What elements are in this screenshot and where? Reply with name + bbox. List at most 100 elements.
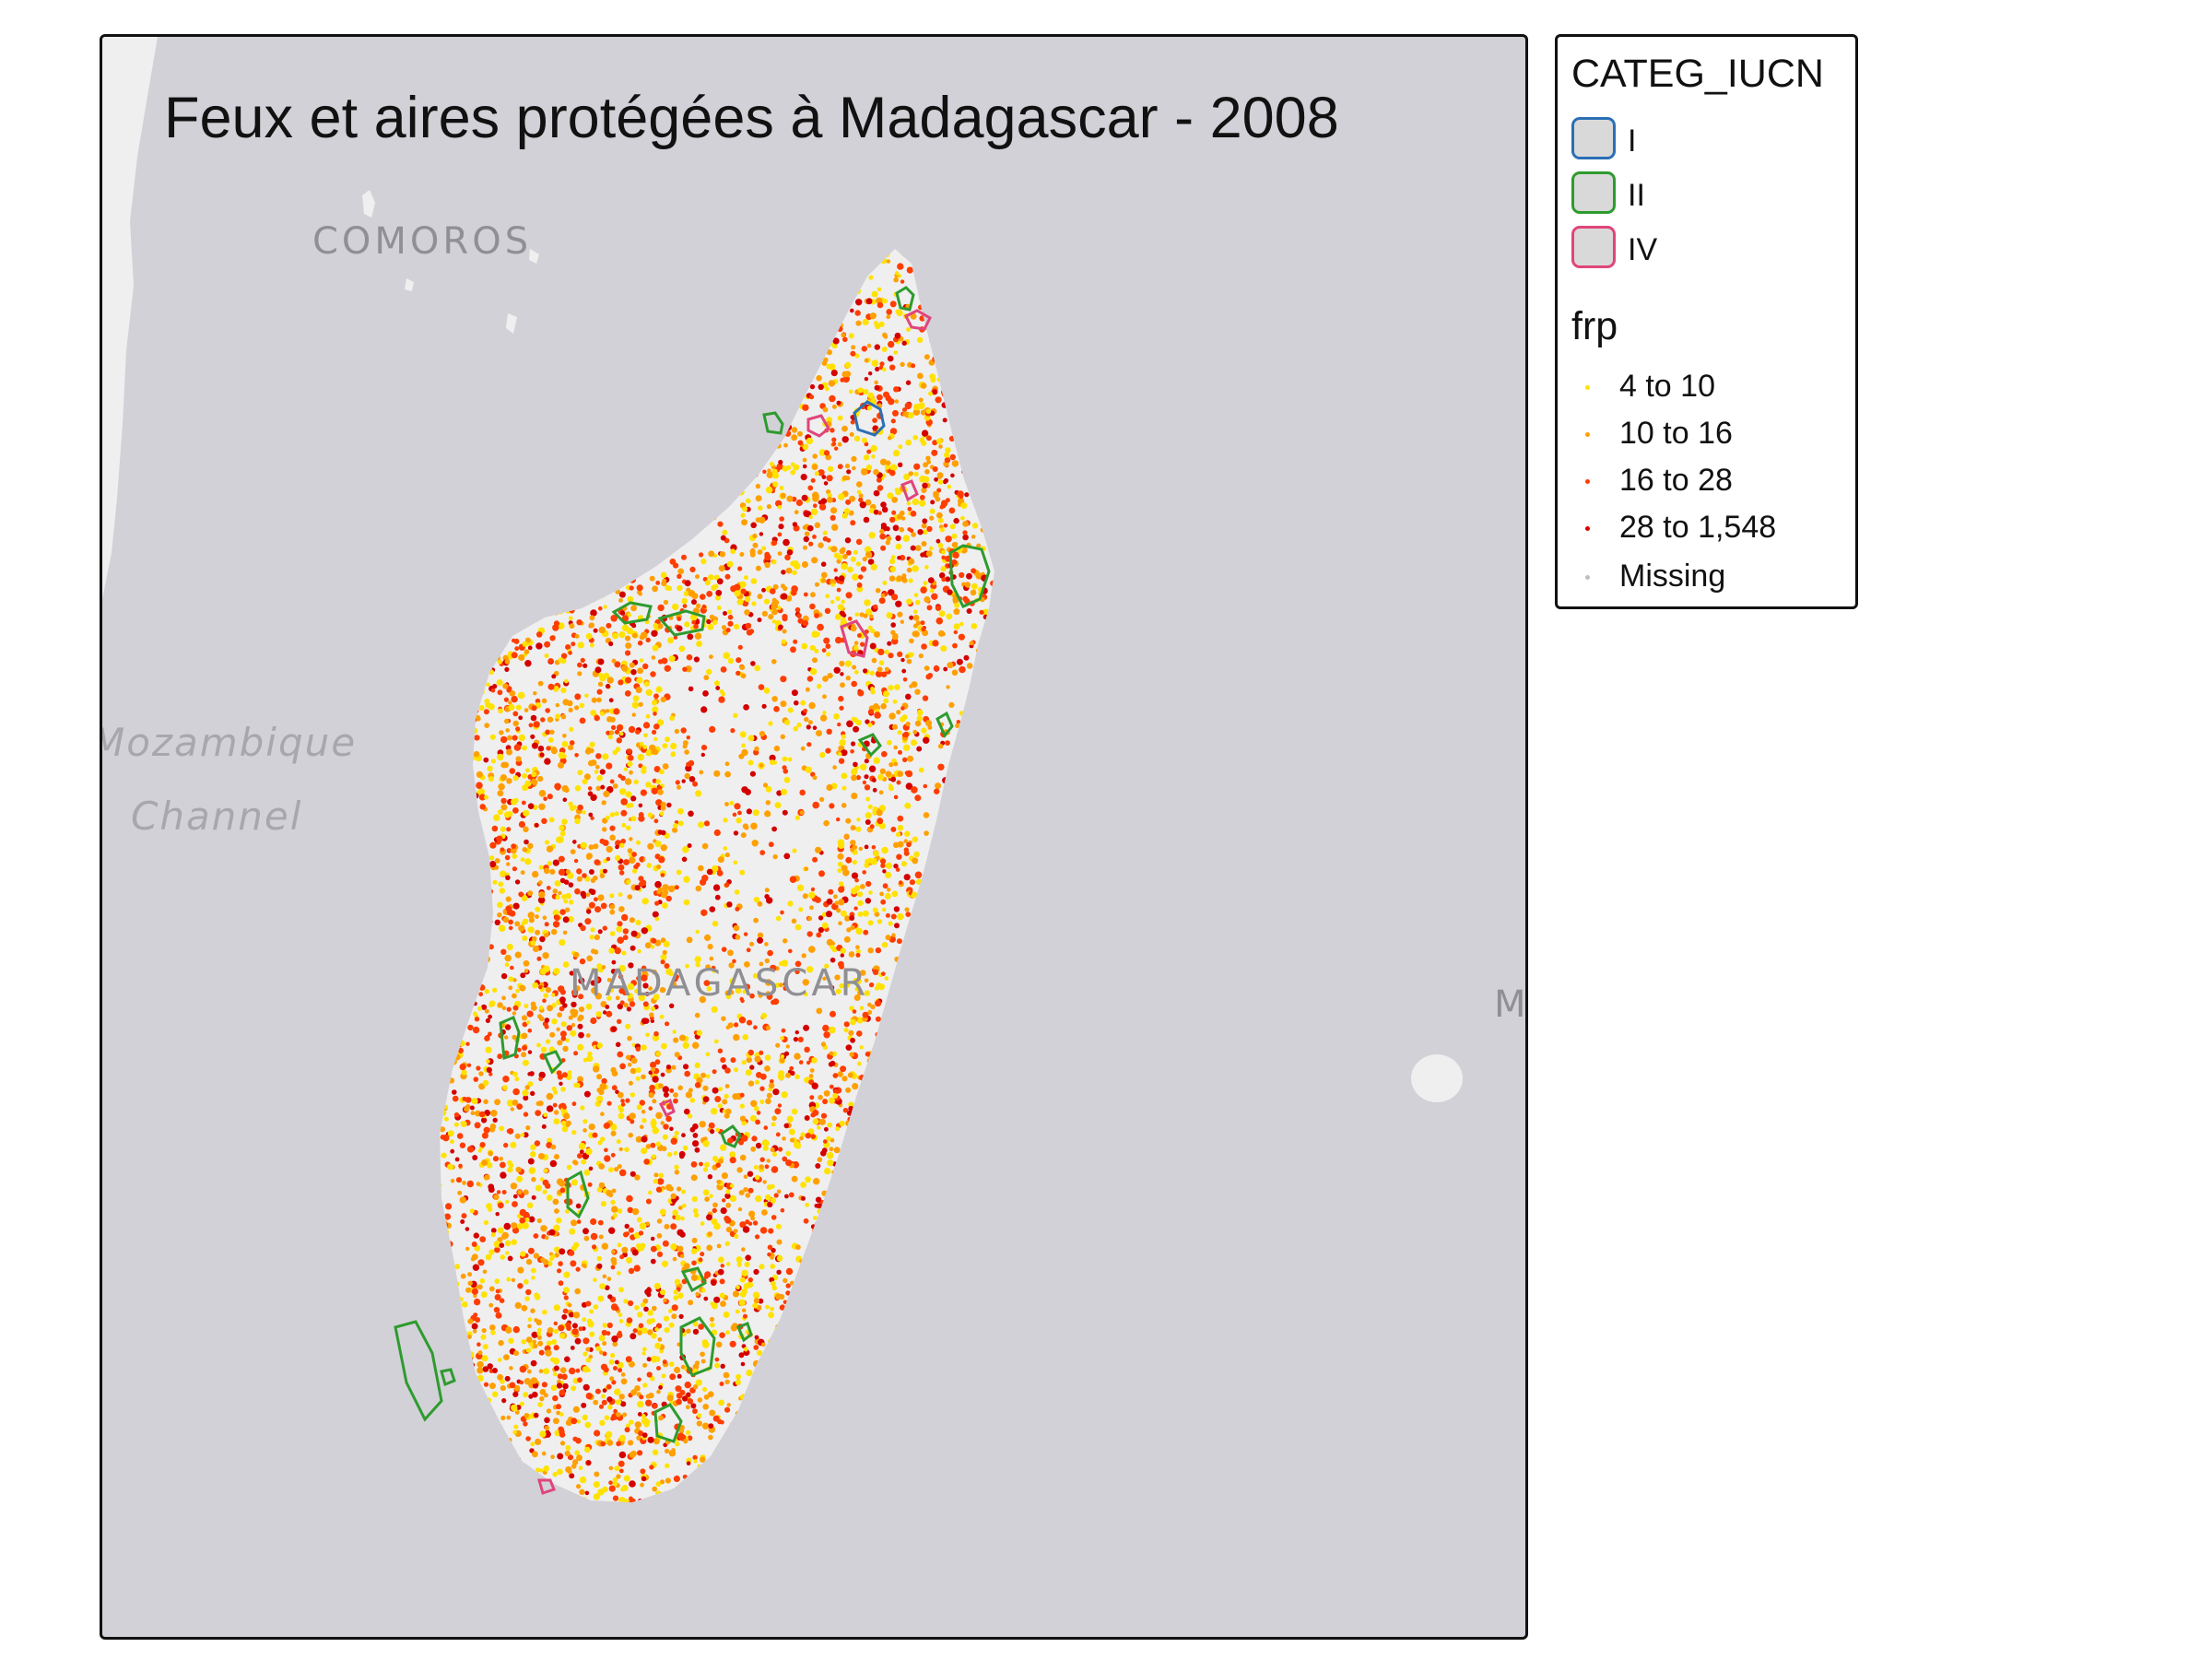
fire-point	[582, 810, 586, 815]
fire-point	[722, 1198, 726, 1203]
fire-point	[661, 1373, 666, 1379]
fire-point	[495, 396, 502, 404]
map-panel[interactable]: COMOROS Mozambique Channel MADAGASCAR M …	[100, 34, 1528, 1640]
fire-point	[800, 700, 806, 706]
fire-point	[745, 1479, 751, 1486]
fire-point	[820, 1150, 827, 1157]
fire-point	[899, 1229, 906, 1236]
fire-point	[822, 694, 827, 700]
fire-point	[778, 1453, 783, 1459]
fire-point	[484, 888, 489, 894]
fire-point	[542, 915, 547, 920]
fire-point	[971, 1001, 978, 1008]
fire-point	[889, 1291, 894, 1297]
fire-point	[841, 785, 847, 791]
fire-point	[778, 1147, 783, 1152]
fire-point	[618, 1460, 625, 1467]
fire-point	[855, 826, 862, 832]
fire-point	[431, 835, 438, 841]
fire-point	[979, 649, 985, 655]
fire-point	[782, 985, 789, 992]
fire-point	[433, 677, 439, 682]
fire-point	[687, 364, 693, 370]
fire-point	[672, 1209, 678, 1216]
fire-point	[761, 703, 767, 709]
fire-point	[1002, 609, 1008, 616]
fire-point	[991, 790, 994, 795]
fire-point	[639, 1394, 644, 1400]
fire-point	[860, 566, 867, 572]
fire-point	[990, 1056, 994, 1064]
fire-point	[487, 537, 494, 545]
fire-point	[445, 624, 453, 631]
fire-point	[773, 366, 782, 373]
fire-point	[660, 441, 668, 449]
fire-point	[500, 1487, 506, 1493]
fire-point	[632, 365, 639, 371]
fire-point	[768, 314, 774, 321]
fire-point	[676, 489, 683, 497]
fire-point	[857, 689, 865, 697]
fire-point	[877, 1352, 884, 1359]
fire-point	[725, 263, 734, 270]
fire-point	[447, 346, 454, 353]
fire-point	[837, 1071, 843, 1077]
fire-point	[559, 1389, 566, 1396]
fire-point	[790, 1294, 795, 1300]
fire-point	[716, 1179, 722, 1184]
fire-point	[445, 264, 451, 269]
fire-point	[581, 435, 588, 441]
fire-point	[530, 1151, 536, 1158]
fire-point	[971, 1400, 978, 1406]
fire-point	[595, 1011, 602, 1018]
fire-point	[738, 1139, 744, 1146]
fire-point	[776, 1189, 782, 1194]
fire-point	[787, 707, 794, 713]
fire-point	[898, 1057, 905, 1065]
fire-point	[687, 502, 692, 508]
fire-point	[467, 288, 474, 294]
fire-point	[453, 1112, 460, 1118]
fire-point	[636, 1217, 642, 1223]
fire-point	[944, 987, 949, 993]
fire-point	[538, 1369, 544, 1373]
map-canvas[interactable]: COMOROS Mozambique Channel MADAGASCAR M	[102, 37, 1525, 1637]
fire-point	[911, 1107, 917, 1113]
fire-point	[878, 660, 885, 665]
fire-point	[455, 406, 460, 410]
fire-point	[671, 1065, 677, 1070]
fire-point	[440, 750, 444, 756]
fire-point	[966, 425, 973, 432]
fire-point	[524, 858, 532, 865]
fire-point	[760, 1482, 766, 1488]
fire-point	[457, 578, 464, 583]
fire-point	[669, 397, 675, 404]
fire-point	[938, 610, 946, 618]
fire-point	[937, 1472, 945, 1479]
fire-point	[995, 624, 1002, 630]
fire-point	[858, 846, 863, 852]
fire-point	[629, 426, 636, 434]
fire-point	[670, 1495, 676, 1500]
fire-point	[689, 274, 696, 280]
fire-point	[482, 479, 488, 485]
fire-point	[908, 412, 914, 418]
fire-point	[566, 426, 572, 432]
fire-point	[445, 853, 453, 861]
fire-point	[597, 1219, 604, 1226]
fire-point	[635, 335, 643, 343]
fire-point	[539, 1389, 547, 1395]
fire-point	[701, 604, 707, 609]
fire-point	[968, 1260, 972, 1265]
fire-point	[849, 257, 855, 264]
fire-point	[880, 257, 888, 265]
fire-point	[602, 1010, 607, 1015]
fire-point	[865, 249, 871, 253]
fire-point	[776, 1419, 783, 1427]
fire-point	[591, 697, 597, 703]
fire-point	[642, 1362, 648, 1368]
fire-point	[970, 881, 975, 887]
fire-point	[877, 1259, 884, 1266]
fire-point	[919, 475, 926, 483]
fire-point	[917, 1432, 924, 1439]
